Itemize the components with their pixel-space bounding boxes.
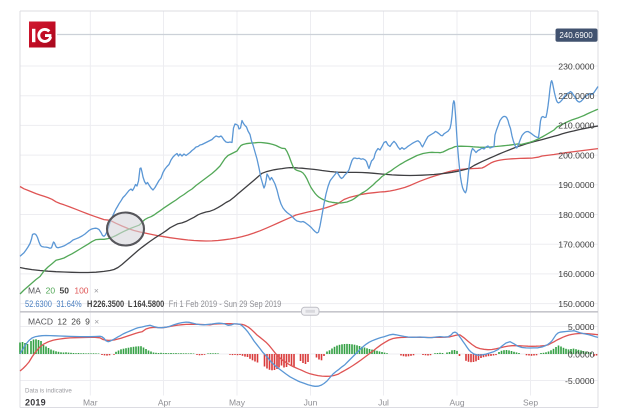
svg-text:200.0000: 200.0000: [558, 150, 594, 160]
svg-text:MACD 12 26 9 ×: MACD 12 26 9 ×: [28, 317, 99, 327]
svg-text:MA 20 50 100 ×: MA 20 50 100 ×: [28, 286, 99, 296]
svg-text:Mar: Mar: [83, 397, 98, 407]
svg-text:180.0000: 180.0000: [558, 210, 594, 220]
svg-text:Jul: Jul: [378, 397, 389, 407]
svg-text:52.6300 31.64% H226.3500 L164.: 52.6300 31.64% H226.3500 L164.5800 Fri 1…: [25, 298, 282, 309]
svg-text:230.0000: 230.0000: [558, 61, 594, 71]
svg-text:May: May: [229, 397, 246, 407]
svg-text:0.0000: 0.0000: [568, 349, 595, 359]
svg-text:240.6900: 240.6900: [559, 31, 593, 40]
svg-text:-5.0000: -5.0000: [565, 376, 595, 386]
svg-text:Aug: Aug: [449, 397, 464, 407]
svg-text:210.0000: 210.0000: [558, 121, 594, 131]
svg-text:Data is indicative: Data is indicative: [25, 387, 72, 394]
svg-text:220.0000: 220.0000: [558, 91, 594, 101]
svg-text:5.0000: 5.0000: [568, 322, 595, 332]
svg-text:2019: 2019: [25, 397, 46, 407]
svg-text:Jun: Jun: [304, 397, 318, 407]
svg-text:150.0000: 150.0000: [558, 299, 594, 309]
svg-text:190.0000: 190.0000: [558, 180, 594, 190]
svg-text:Apr: Apr: [158, 397, 171, 407]
svg-text:160.0000: 160.0000: [558, 269, 594, 279]
svg-text:Sep: Sep: [523, 397, 538, 407]
svg-text:170.0000: 170.0000: [558, 240, 594, 250]
